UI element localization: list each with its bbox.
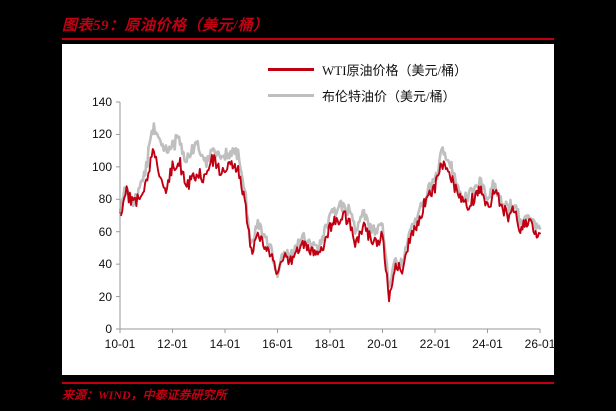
title-divider — [62, 38, 554, 40]
chart-legend: WTI原油价格（美元/桶） 布伦特油价（美元/桶） — [192, 58, 522, 110]
x-tick-label: 10-01 — [104, 337, 136, 351]
page-title: 图表59：原油价格（美元/桶） — [62, 18, 269, 34]
source-divider — [62, 382, 554, 384]
series-line-wti — [119, 148, 541, 303]
legend-swatch-brent — [268, 93, 314, 97]
x-tick-label: 22-01 — [419, 337, 451, 351]
y-tick-label: 40 — [98, 257, 112, 272]
legend-item-brent: 布伦特油价（美元/桶） — [268, 84, 456, 106]
legend-label-wti: WTI原油价格（美元/桶） — [322, 62, 468, 78]
legend-swatch-wti — [268, 67, 314, 71]
y-tick-label: 20 — [98, 289, 112, 304]
plot-svg — [116, 101, 542, 333]
plot-area: 0 20 40 60 80 100 120 140 10-01 12-01 14-01 16-01 1… — [62, 44, 556, 375]
x-tick-label: 20-01 — [367, 337, 398, 351]
legend-label-brent: 布伦特油价（美元/桶） — [322, 88, 456, 104]
source-note: 来源：WIND，中泰证券研究所 — [62, 388, 227, 402]
y-tick-label: 60 — [98, 224, 112, 239]
y-tick-label: 120 — [91, 127, 112, 142]
x-tick-label: 16-01 — [262, 337, 293, 351]
x-tick-label: 12-01 — [157, 337, 188, 351]
x-tick-label: 26-01 — [524, 337, 556, 351]
x-tick-label: 24-01 — [472, 337, 503, 351]
legend-item-wti: WTI原油价格（美元/桶） — [268, 58, 467, 80]
y-tick-label: 0 — [105, 322, 112, 336]
y-tick-label: 80 — [98, 192, 112, 207]
chart-panel: WTI原油价格（美元/桶） 布伦特油价（美元/桶） 0 20 40 60 80 100 12… — [62, 44, 556, 375]
x-tick-label: 14-01 — [209, 337, 241, 351]
figure-title-bar: 图表59：原油价格（美元/桶） — [62, 14, 554, 40]
y-tick-label: 140 — [91, 95, 112, 109]
series-line-brent — [118, 122, 542, 288]
x-tick-label: 18-01 — [314, 337, 346, 351]
y-tick-label: 100 — [91, 159, 112, 174]
